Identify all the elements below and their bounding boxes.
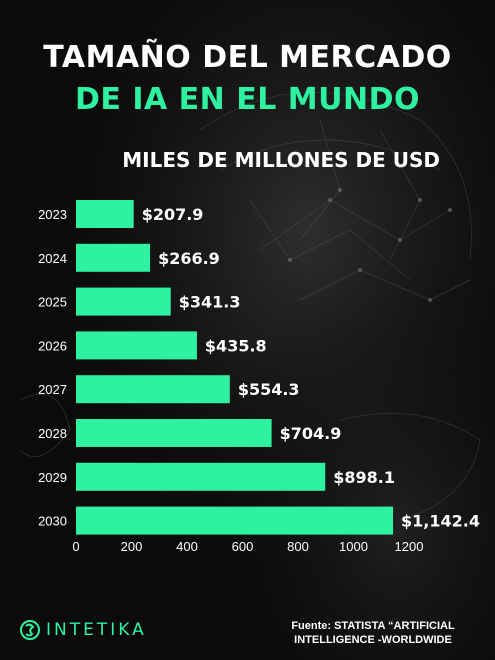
bar-2023	[76, 200, 134, 228]
data-label-2023: $207.9	[142, 205, 204, 224]
title-line-2: DE IA EN EL MUNDO	[75, 82, 420, 117]
x-tick-label-1200: 1200	[395, 539, 424, 554]
x-tick-label-200: 200	[121, 539, 143, 554]
data-label-2025: $341.3	[179, 293, 241, 312]
y-tick-label-2025: 2025	[38, 295, 67, 310]
bar-2026	[76, 331, 197, 360]
y-tick-label-2028: 2028	[38, 426, 67, 441]
x-tick-label-400: 400	[176, 539, 198, 554]
data-label-2027: $554.3	[238, 380, 300, 399]
y-tick-label-2026: 2026	[38, 338, 67, 353]
x-tick-label-600: 600	[232, 539, 254, 554]
bar-2030	[76, 506, 394, 535]
data-label-2024: $266.9	[158, 249, 220, 268]
data-label-2030: $1,142.4	[401, 512, 480, 531]
x-tick-label-800: 800	[287, 539, 309, 554]
brand-name: INTETIKA	[46, 620, 147, 640]
source-note: Fuente: STATISTA “ARTIFICIAL INTELLIGENC…	[291, 620, 455, 646]
data-label-2026: $435.8	[205, 336, 267, 355]
data-label-2028: $704.9	[280, 424, 342, 443]
data-label-2029: $898.1	[333, 468, 395, 487]
y-tick-label-2029: 2029	[38, 470, 67, 485]
intetika-logo-icon	[20, 620, 40, 640]
bar-2028	[76, 419, 272, 447]
unit-label: MILES DE MILLONES DE USD	[122, 148, 440, 172]
bar-2029	[76, 462, 326, 491]
y-tick-label-2023: 2023	[38, 207, 67, 222]
bar-2024	[76, 243, 151, 272]
bar-2027	[76, 375, 230, 404]
y-tick-label-2024: 2024	[38, 251, 67, 266]
x-tick-label-1000: 1000	[339, 539, 368, 554]
title-line-1: TAMAÑO DEL MERCADO	[43, 40, 452, 75]
y-tick-label-2030: 2030	[38, 514, 67, 529]
y-tick-label-2027: 2027	[38, 382, 67, 397]
brand-logo: INTETIKA	[20, 620, 147, 640]
x-tick-label-0: 0	[72, 539, 79, 554]
bar-2025	[76, 287, 171, 316]
